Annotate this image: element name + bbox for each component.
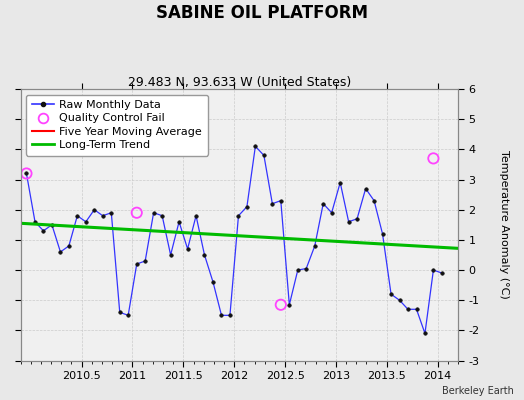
Y-axis label: Temperature Anomaly (°C): Temperature Anomaly (°C) bbox=[499, 150, 509, 299]
Text: SABINE OIL PLATFORM: SABINE OIL PLATFORM bbox=[156, 4, 368, 22]
Point bbox=[277, 302, 285, 308]
Point bbox=[22, 170, 30, 177]
Legend: Raw Monthly Data, Quality Control Fail, Five Year Moving Average, Long-Term Tren: Raw Monthly Data, Quality Control Fail, … bbox=[26, 94, 208, 156]
Title: 29.483 N, 93.633 W (United States): 29.483 N, 93.633 W (United States) bbox=[128, 76, 351, 89]
Point bbox=[133, 210, 141, 216]
Point bbox=[429, 155, 438, 162]
Text: Berkeley Earth: Berkeley Earth bbox=[442, 386, 514, 396]
